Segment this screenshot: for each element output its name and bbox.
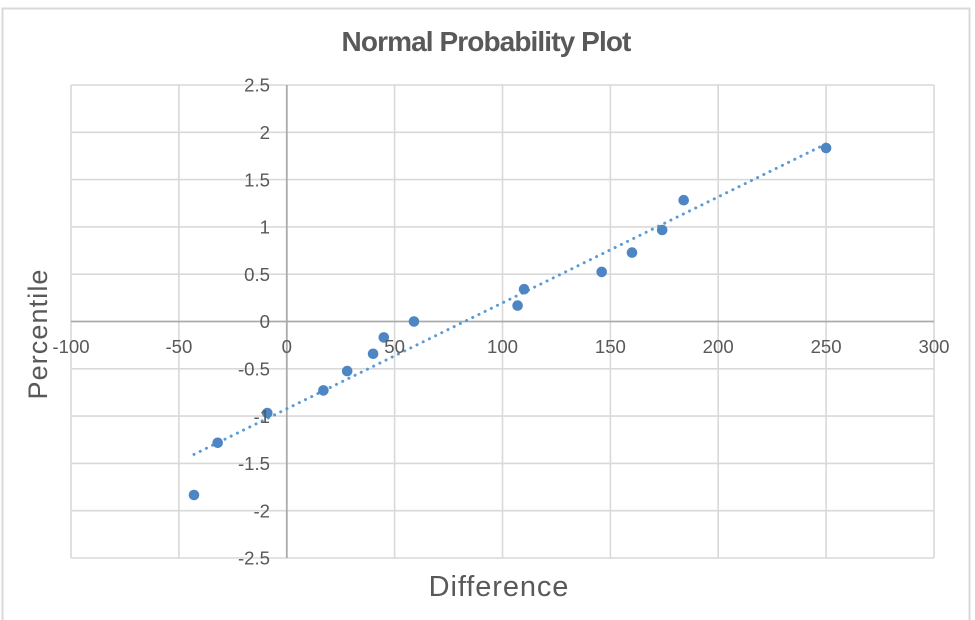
svg-text:-1: -1 <box>253 406 270 427</box>
svg-text:2.5: 2.5 <box>244 75 270 96</box>
svg-text:-2: -2 <box>253 500 270 521</box>
svg-text:Difference: Difference <box>429 571 570 603</box>
svg-text:1: 1 <box>260 217 270 238</box>
svg-text:0.5: 0.5 <box>244 264 270 285</box>
svg-text:50: 50 <box>384 336 405 357</box>
svg-text:250: 250 <box>811 336 842 357</box>
svg-text:-2.5: -2.5 <box>238 548 270 569</box>
svg-text:300: 300 <box>918 336 949 357</box>
svg-text:0: 0 <box>282 336 292 357</box>
svg-text:-50: -50 <box>165 336 192 357</box>
svg-text:0: 0 <box>260 311 270 332</box>
svg-text:-1.5: -1.5 <box>238 453 270 474</box>
svg-text:200: 200 <box>703 336 734 357</box>
svg-text:-100: -100 <box>52 336 89 357</box>
svg-text:2: 2 <box>260 122 270 143</box>
svg-text:-0.5: -0.5 <box>238 359 270 380</box>
svg-text:1.5: 1.5 <box>244 169 270 190</box>
svg-text:Normal Probability Plot: Normal Probability Plot <box>342 26 631 57</box>
svg-text:150: 150 <box>595 336 626 357</box>
svg-text:Percentile: Percentile <box>23 268 53 399</box>
svg-text:100: 100 <box>487 336 518 357</box>
